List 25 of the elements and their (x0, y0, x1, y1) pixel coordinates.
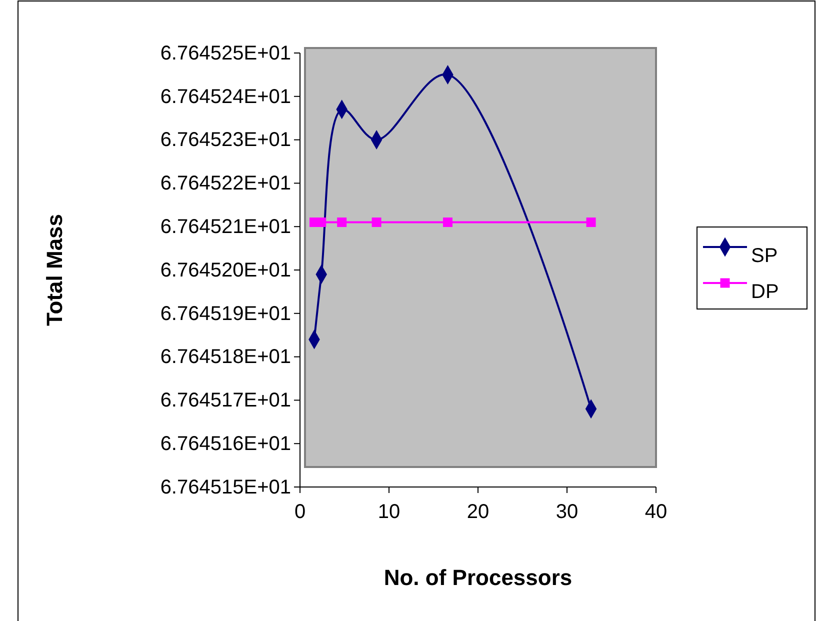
point (337, 218, 347, 228)
y-tick-label: 6.764522E+01 (160, 172, 291, 195)
x-tick-label: 20 (466, 501, 490, 523)
point (442, 218, 452, 228)
y-tick-label: 6.764525E+01 (160, 42, 291, 64)
y-tick-label: 6.764517E+01 (160, 390, 291, 412)
y-tick-label: 6.764524E+01 (160, 86, 291, 108)
y-tick-label: 6.764516E+01 (160, 433, 291, 455)
y-tick-label: 6.764515E+01 (160, 476, 291, 498)
point (316, 218, 326, 228)
x-tick-label: 0 (294, 501, 306, 523)
y-tick-label: 6.764521E+01 (160, 216, 291, 238)
y-tick-label: 6.764523E+01 (160, 129, 291, 152)
y-tick-label: 6.764519E+01 (160, 302, 291, 325)
y-tick-label: 6.764518E+01 (160, 346, 291, 368)
legend-label: DP (751, 281, 779, 303)
x-tick-label: 30 (556, 501, 578, 523)
x-axis-title: No. of Processors (384, 565, 572, 590)
y-axis-title: Total Mass (42, 214, 67, 326)
point (586, 218, 596, 228)
legend-label: SP (751, 245, 778, 267)
x-tick-label: 10 (378, 501, 400, 523)
x-tick-label: 40 (644, 501, 668, 523)
point (372, 218, 382, 228)
y-tick-label: 6.764520E+01 (160, 259, 291, 282)
